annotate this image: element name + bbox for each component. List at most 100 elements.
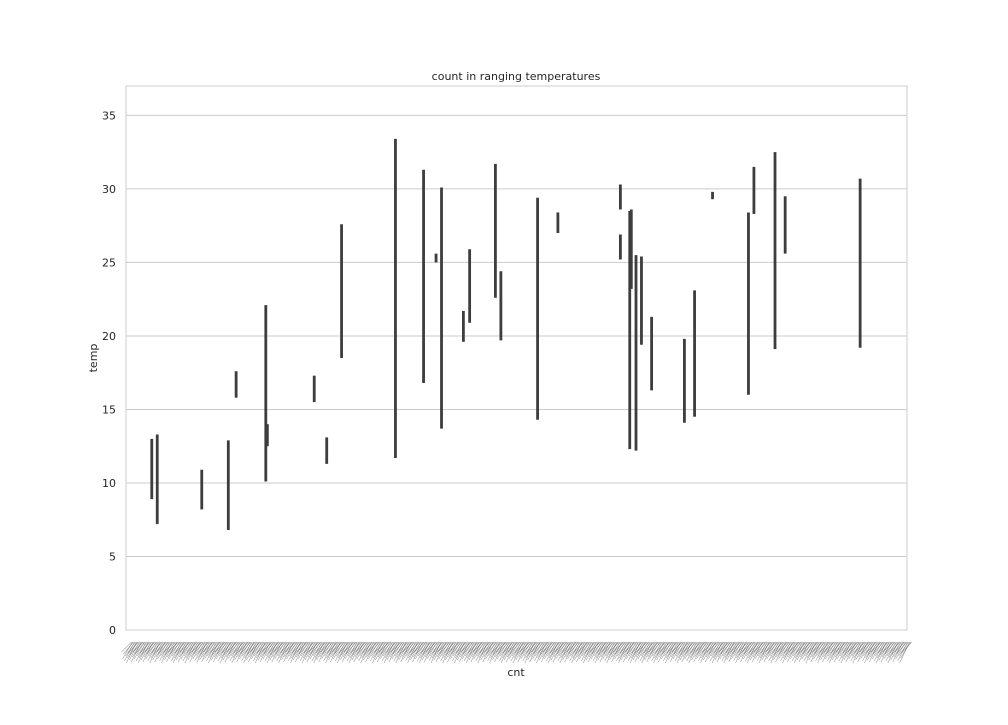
x-tick-label xyxy=(153,641,164,656)
x-tick-label xyxy=(290,641,301,664)
x-tick-label xyxy=(355,641,367,653)
x-tick-label xyxy=(591,641,603,655)
x-tick-label xyxy=(533,641,544,655)
x-tick-label xyxy=(894,641,905,653)
x-tick-label xyxy=(221,641,233,654)
x-tick-label xyxy=(228,641,240,655)
x-tick-label xyxy=(603,641,614,655)
x-tick-label xyxy=(720,641,732,655)
x-tick-label xyxy=(348,641,360,664)
x-tick-label xyxy=(420,641,432,654)
x-tick-label xyxy=(807,641,819,654)
x-tick-label xyxy=(653,641,664,664)
x-tick-label xyxy=(598,641,610,656)
x-tick-label xyxy=(226,641,238,653)
x-tick-label xyxy=(814,641,825,655)
x-tick-label xyxy=(713,641,725,654)
x-tick-label xyxy=(652,641,663,657)
x-tick-label xyxy=(496,641,507,653)
x-tick-label xyxy=(464,641,476,657)
x-tick-label xyxy=(360,641,371,664)
x-tick-label xyxy=(877,641,889,654)
x-tick-label xyxy=(675,641,687,657)
x-tick-label xyxy=(380,641,392,655)
x-tick-label xyxy=(573,641,584,654)
x-tick-label xyxy=(797,641,809,656)
x-tick-label xyxy=(369,641,380,655)
x-tick-label xyxy=(174,641,186,654)
x-tick-label xyxy=(504,641,516,656)
x-tick-label xyxy=(640,641,652,657)
x-tick-label xyxy=(844,641,856,656)
x-tick-label xyxy=(336,641,348,664)
plot-frame xyxy=(125,85,908,631)
chart-title: count in ranging temperatures xyxy=(432,70,601,83)
x-tick-label xyxy=(521,641,532,655)
x-tick-label xyxy=(334,641,345,655)
x-tick-label xyxy=(692,641,703,656)
x-tick-label xyxy=(123,641,134,655)
x-tick-label xyxy=(543,641,554,653)
x-tick-label xyxy=(477,641,489,664)
x-tick-label xyxy=(872,641,884,655)
x-tick-label xyxy=(746,641,757,657)
x-tick-label xyxy=(382,641,394,657)
x-tick-label xyxy=(861,641,872,655)
x-tick-label xyxy=(519,641,531,653)
x-tick-label xyxy=(181,641,193,655)
x-tick-label xyxy=(648,641,659,653)
x-tick-label xyxy=(737,641,748,654)
x-tick-label xyxy=(804,641,816,657)
x-tick-label xyxy=(589,641,601,653)
x-tick-label xyxy=(488,641,499,657)
x-tick-label xyxy=(268,641,280,654)
x-tick-label xyxy=(168,641,179,653)
x-tick-label xyxy=(732,641,743,655)
x-tick-label xyxy=(753,641,765,653)
x-tick-label xyxy=(620,641,631,654)
x-tick-label xyxy=(327,641,338,654)
x-tick-label xyxy=(687,641,698,657)
x-tick-label xyxy=(735,641,746,664)
x-tick-label xyxy=(758,641,770,664)
x-tick-label xyxy=(273,641,284,653)
x-tick-label xyxy=(474,641,486,655)
x-tick-label xyxy=(210,641,221,654)
x-tick-label xyxy=(240,641,251,655)
x-tick-label xyxy=(558,641,570,657)
x-tick-label xyxy=(856,641,867,656)
x-tick-label xyxy=(172,641,184,664)
x-tick-label xyxy=(446,641,457,656)
x-tick-label xyxy=(664,641,676,664)
x-tick-label xyxy=(824,641,835,653)
x-tick-label xyxy=(760,641,772,654)
x-tick-label xyxy=(416,641,427,655)
x-tick-label xyxy=(303,641,315,654)
x-tick-label xyxy=(526,641,537,654)
x-tick-label xyxy=(486,641,497,655)
x-tick-label xyxy=(250,641,261,653)
x-tick-label xyxy=(451,641,462,655)
x-tick-label xyxy=(812,641,823,653)
x-tick-label xyxy=(434,641,446,656)
x-tick-label xyxy=(214,641,226,653)
x-tick-label xyxy=(700,641,711,664)
x-tick-label xyxy=(216,641,228,655)
x-tick-label xyxy=(444,641,455,654)
x-tick-label xyxy=(524,641,535,664)
x-tick-label xyxy=(805,641,817,664)
x-tick-label xyxy=(165,641,176,656)
x-tick-label xyxy=(367,641,378,653)
x-tick-label xyxy=(362,641,373,654)
x-tick-label xyxy=(310,641,322,655)
x-tick-label xyxy=(188,641,200,656)
x-tick-label xyxy=(625,641,636,653)
x-tick-label xyxy=(329,641,340,656)
x-tick-label xyxy=(212,641,223,656)
x-tick-label xyxy=(718,641,730,653)
x-tick-label xyxy=(538,641,549,654)
x-tick-label xyxy=(404,641,415,655)
x-tick-label xyxy=(430,641,442,664)
x-tick-label xyxy=(289,641,300,657)
y-tick-label: 30 xyxy=(102,183,116,196)
